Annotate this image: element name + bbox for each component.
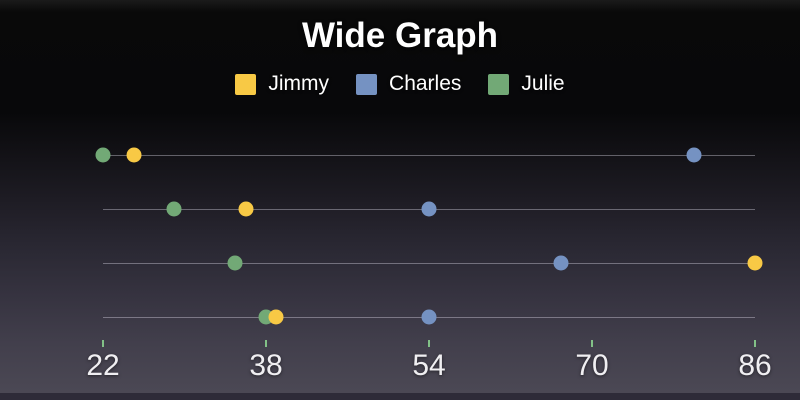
data-dot-jimmy-row-2 — [238, 201, 254, 217]
row-line-row-3 — [103, 263, 755, 264]
legend-label-jimmy: Jimmy — [268, 72, 330, 95]
x-tick-38 — [265, 340, 267, 347]
legend-swatch-charles — [356, 73, 378, 95]
data-dot-julie-row-1 — [95, 147, 111, 163]
legend-label-julie: Julie — [521, 72, 565, 95]
x-tick-label-70: 70 — [575, 349, 609, 382]
legend: Jimmy Charles Julie — [0, 72, 800, 96]
data-dot-charles-row-2 — [421, 201, 437, 217]
data-dot-jimmy-row-1 — [126, 147, 142, 163]
row-line-row-1 — [103, 155, 755, 156]
data-dot-jimmy-row-3 — [747, 255, 763, 271]
legend-item-charles: Charles — [356, 72, 461, 96]
bottom-edge-strip — [0, 393, 800, 400]
data-dot-charles-row-1 — [686, 147, 702, 163]
x-tick-86 — [754, 340, 756, 347]
data-dot-charles-row-4 — [421, 309, 437, 325]
legend-swatch-jimmy — [235, 73, 257, 95]
x-tick-label-86: 86 — [738, 349, 772, 382]
legend-item-jimmy: Jimmy — [235, 72, 329, 96]
x-tick-54 — [428, 340, 430, 347]
legend-item-julie: Julie — [488, 72, 565, 96]
legend-swatch-julie — [488, 73, 510, 95]
data-dot-julie-row-3 — [227, 255, 243, 271]
plot-area — [95, 147, 763, 325]
data-dot-jimmy-row-4 — [268, 309, 284, 325]
x-tick-label-38: 38 — [249, 349, 283, 382]
chart-title: Wide Graph — [301, 16, 499, 55]
x-axis: 22 38 54 70 86 — [86, 340, 772, 390]
data-dot-julie-row-2 — [166, 201, 182, 217]
legend-label-charles: Charles — [389, 72, 462, 95]
x-tick-label-22: 22 — [86, 349, 120, 382]
x-tick-label-54: 54 — [412, 349, 446, 382]
data-dot-charles-row-3 — [553, 255, 569, 271]
x-tick-70 — [591, 340, 593, 347]
x-tick-22 — [102, 340, 104, 347]
